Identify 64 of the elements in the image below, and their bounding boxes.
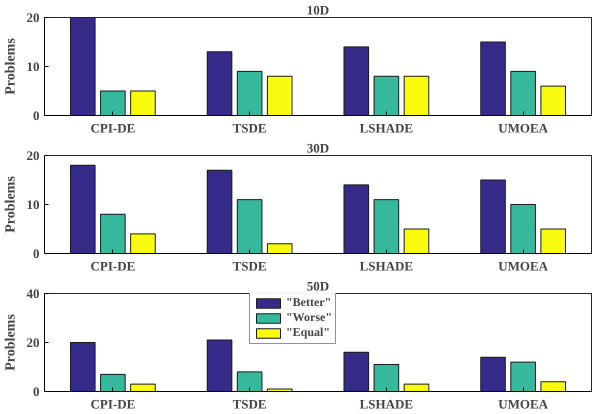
y-tick-label: 20	[26, 335, 40, 350]
bar	[266, 76, 293, 116]
x-tick-label: TSDE	[232, 120, 267, 136]
chart-title: 30D	[306, 140, 330, 156]
bar	[100, 374, 126, 392]
x-tick-label: CPI-DE	[90, 396, 136, 412]
chart-title: 50D	[306, 278, 330, 294]
bar	[130, 233, 156, 254]
x-tick-label: UMOEA	[498, 258, 549, 274]
bar	[374, 76, 400, 116]
bar	[540, 228, 566, 254]
bar	[130, 384, 156, 392]
bar	[70, 342, 96, 392]
y-tick-label: 10	[26, 197, 40, 212]
bar	[510, 362, 536, 392]
bar	[374, 199, 400, 254]
bar	[206, 51, 232, 116]
bar	[540, 86, 566, 116]
bar	[343, 46, 370, 116]
legend-label: "Worse"	[286, 310, 332, 325]
x-tick-label: CPI-DE	[90, 258, 136, 274]
legend-label: "Equal"	[286, 325, 330, 340]
bar	[70, 164, 96, 254]
bar	[266, 243, 293, 254]
y-tick-label: 0	[33, 246, 40, 261]
y-tick-label: 10	[26, 59, 40, 74]
bar	[404, 228, 430, 254]
bar	[206, 170, 232, 254]
bar	[100, 214, 126, 254]
x-tick-label: UMOEA	[498, 396, 549, 412]
y-axis-title: Problems	[4, 38, 18, 95]
bar	[206, 340, 232, 392]
y-axis-title: Problems	[4, 314, 18, 371]
bar	[343, 352, 370, 392]
y-tick-label: 20	[26, 148, 40, 163]
bar	[510, 204, 536, 254]
y-tick-label: 20	[26, 10, 40, 25]
x-tick-label: CPI-DE	[90, 120, 136, 136]
bar	[510, 70, 536, 116]
legend-label: "Better"	[286, 295, 332, 310]
x-tick-label: TSDE	[232, 396, 267, 412]
bar	[236, 199, 262, 254]
bar	[480, 42, 506, 116]
x-tick-label: LSHADE	[360, 120, 414, 136]
bar	[100, 90, 126, 116]
bar	[404, 76, 430, 116]
bar	[236, 371, 262, 392]
x-tick-label: TSDE	[232, 258, 267, 274]
x-tick-label: LSHADE	[360, 396, 414, 412]
bar	[343, 184, 370, 254]
bar	[374, 364, 400, 392]
x-tick-label: LSHADE	[360, 258, 414, 274]
bar	[130, 90, 156, 116]
y-tick-label: 0	[33, 108, 40, 123]
y-tick-label: 40	[26, 286, 40, 301]
x-tick-label: UMOEA	[498, 120, 549, 136]
chart-title: 10D	[306, 2, 330, 18]
bar	[236, 70, 262, 116]
y-tick-label: 0	[33, 384, 40, 399]
bar	[404, 384, 430, 392]
bar	[480, 180, 506, 254]
y-axis-title: Problems	[4, 176, 18, 233]
bar	[540, 381, 566, 392]
bar	[480, 356, 506, 392]
